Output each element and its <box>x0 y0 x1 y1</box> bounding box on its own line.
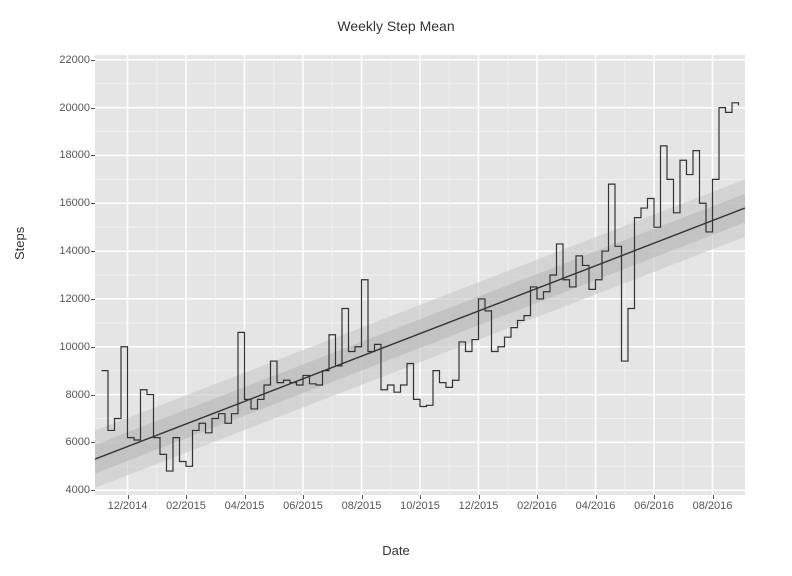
y-tick-mark <box>91 442 95 443</box>
y-tick-label: 20000 <box>30 102 90 114</box>
x-tick-label: 12/2015 <box>459 500 499 512</box>
plot-area <box>95 55 745 495</box>
y-tick-label: 6000 <box>30 436 90 448</box>
y-tick-mark <box>91 60 95 61</box>
x-tick-mark <box>362 495 363 499</box>
x-tick-mark <box>420 495 421 499</box>
x-tick-mark <box>479 495 480 499</box>
x-tick-mark <box>537 495 538 499</box>
y-tick-mark <box>91 155 95 156</box>
x-tick-label: 12/2014 <box>108 500 148 512</box>
x-tick-label: 04/2016 <box>576 500 616 512</box>
x-tick-label: 04/2015 <box>225 500 265 512</box>
x-tick-label: 02/2015 <box>166 500 206 512</box>
x-tick-mark <box>654 495 655 499</box>
chart-title: Weekly Step Mean <box>0 18 792 34</box>
x-tick-mark <box>596 495 597 499</box>
y-tick-mark <box>91 108 95 109</box>
x-tick-label: 02/2016 <box>517 500 557 512</box>
y-tick-mark <box>91 203 95 204</box>
x-tick-mark <box>186 495 187 499</box>
y-tick-label: 22000 <box>30 54 90 66</box>
x-tick-mark <box>245 495 246 499</box>
y-tick-label: 10000 <box>30 341 90 353</box>
x-tick-label: 06/2016 <box>634 500 674 512</box>
plot-svg <box>95 55 745 495</box>
y-axis-label: Steps <box>12 227 27 260</box>
x-tick-label: 08/2016 <box>693 500 733 512</box>
x-tick-mark <box>713 495 714 499</box>
x-axis-label: Date <box>0 543 792 558</box>
x-tick-label: 06/2015 <box>283 500 323 512</box>
y-tick-label: 12000 <box>30 293 90 305</box>
chart-figure: Weekly Step Mean Steps Date 4000 6000 8000… <box>0 0 792 576</box>
x-tick-mark <box>128 495 129 499</box>
y-tick-mark <box>91 490 95 491</box>
y-tick-label: 4000 <box>30 484 90 496</box>
y-tick-mark <box>91 347 95 348</box>
y-tick-mark <box>91 395 95 396</box>
y-tick-label: 8000 <box>30 389 90 401</box>
y-tick-mark <box>91 251 95 252</box>
y-tick-label: 18000 <box>30 149 90 161</box>
x-tick-label: 10/2015 <box>400 500 440 512</box>
y-tick-label: 14000 <box>30 245 90 257</box>
y-tick-mark <box>91 299 95 300</box>
x-tick-label: 08/2015 <box>342 500 382 512</box>
x-tick-mark <box>303 495 304 499</box>
y-tick-label: 16000 <box>30 197 90 209</box>
